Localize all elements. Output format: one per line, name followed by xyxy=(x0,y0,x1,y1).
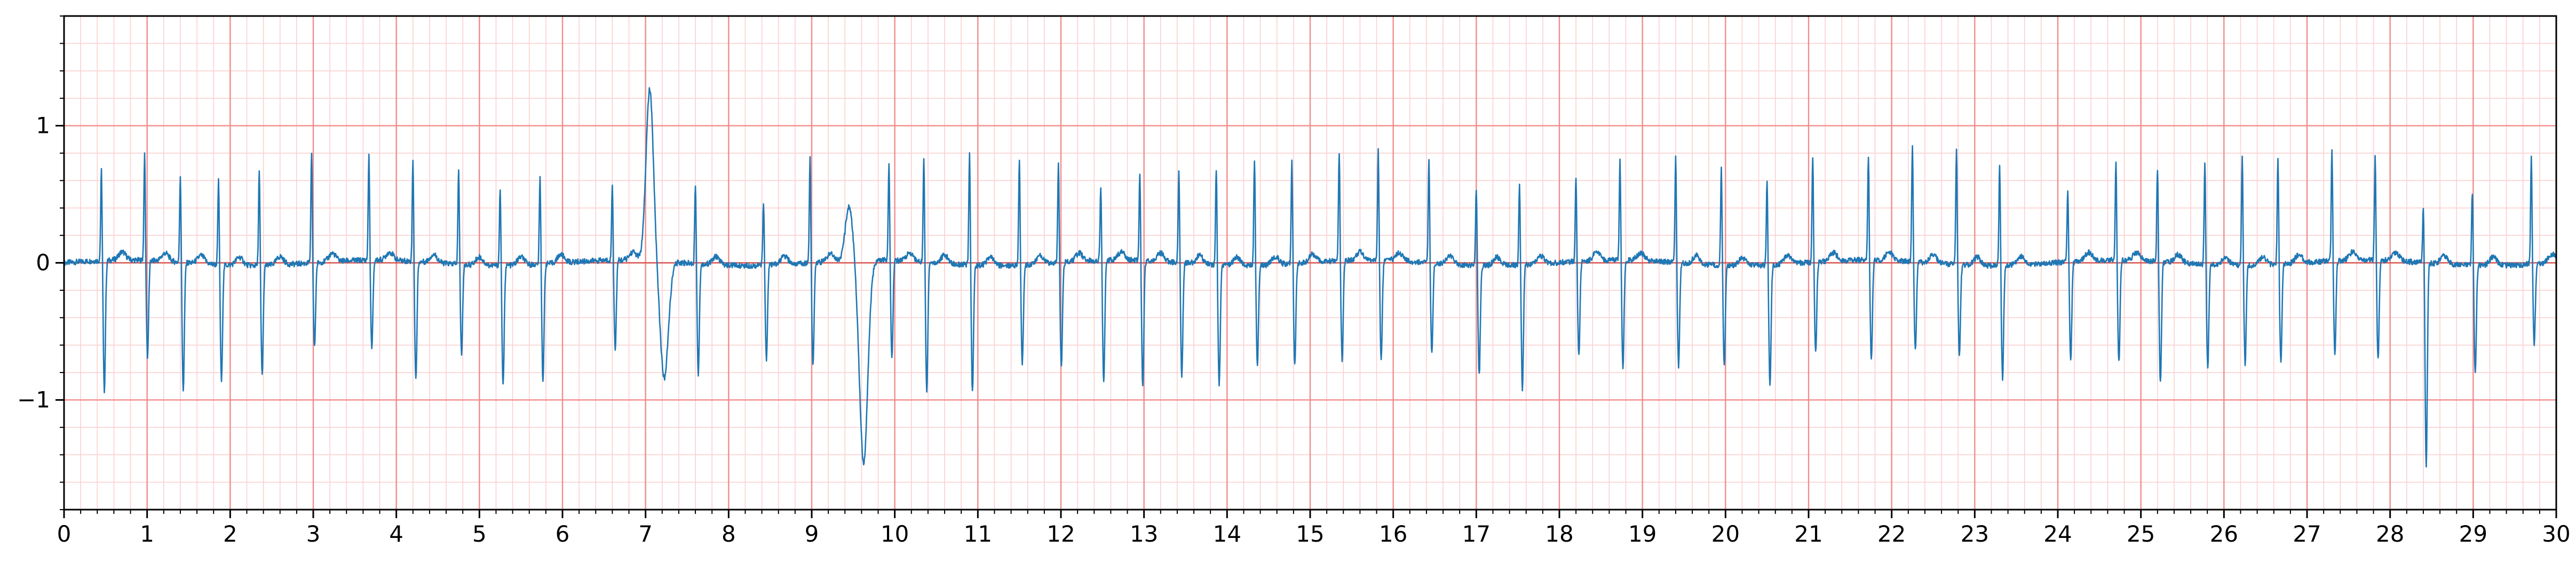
y-tick-label: 0 xyxy=(36,250,50,276)
x-tick-label: 8 xyxy=(722,521,736,547)
x-tick-label: 26 xyxy=(2210,521,2238,547)
x-tick-label: 12 xyxy=(1047,521,1075,547)
y-tick-label: 1 xyxy=(36,113,50,139)
x-tick-label: 0 xyxy=(57,521,72,547)
x-tick-label: 19 xyxy=(1628,521,1656,547)
x-tick-label: 3 xyxy=(306,521,321,547)
x-tick-label: 5 xyxy=(472,521,487,547)
x-tick-label: 10 xyxy=(881,521,909,547)
x-tick-label: 11 xyxy=(964,521,992,547)
x-tick-label: 27 xyxy=(2293,521,2321,547)
x-tick-label: 29 xyxy=(2459,521,2487,547)
y-tick-label: −1 xyxy=(17,386,50,413)
major-grid xyxy=(63,16,2557,510)
x-tick-label: 4 xyxy=(389,521,403,547)
x-tick-label: 28 xyxy=(2376,521,2404,547)
x-tick-label: 9 xyxy=(805,521,819,547)
x-tick-label: 30 xyxy=(2542,521,2570,547)
x-tick-label: 22 xyxy=(1877,521,1906,547)
ecg-trace-line xyxy=(63,87,2557,468)
y-axis: −1 0 1 xyxy=(17,15,64,510)
x-tick-label: 6 xyxy=(556,521,570,547)
x-axis: 0 1 2 3 4 5 6 7 8 9 10 11 12 13 14 15 16 17 18 19 20 21 22 23 24… xyxy=(57,510,2571,547)
x-tick-label: 14 xyxy=(1213,521,1241,547)
x-tick-label: 21 xyxy=(1794,521,1822,547)
x-tick-label: 1 xyxy=(140,521,154,547)
x-tick-label: 24 xyxy=(2043,521,2072,547)
x-tick-label: 23 xyxy=(1961,521,1989,547)
x-tick-label: 13 xyxy=(1130,521,1158,547)
x-tick-label: 18 xyxy=(1545,521,1573,547)
x-tick-label: 25 xyxy=(2127,521,2155,547)
x-tick-label: 2 xyxy=(223,521,237,547)
x-tick-label: 7 xyxy=(638,521,653,547)
x-tick-label: 20 xyxy=(1711,521,1740,547)
x-tick-label: 15 xyxy=(1296,521,1324,547)
x-tick-label: 17 xyxy=(1462,521,1491,547)
x-tick-label: 16 xyxy=(1379,521,1407,547)
